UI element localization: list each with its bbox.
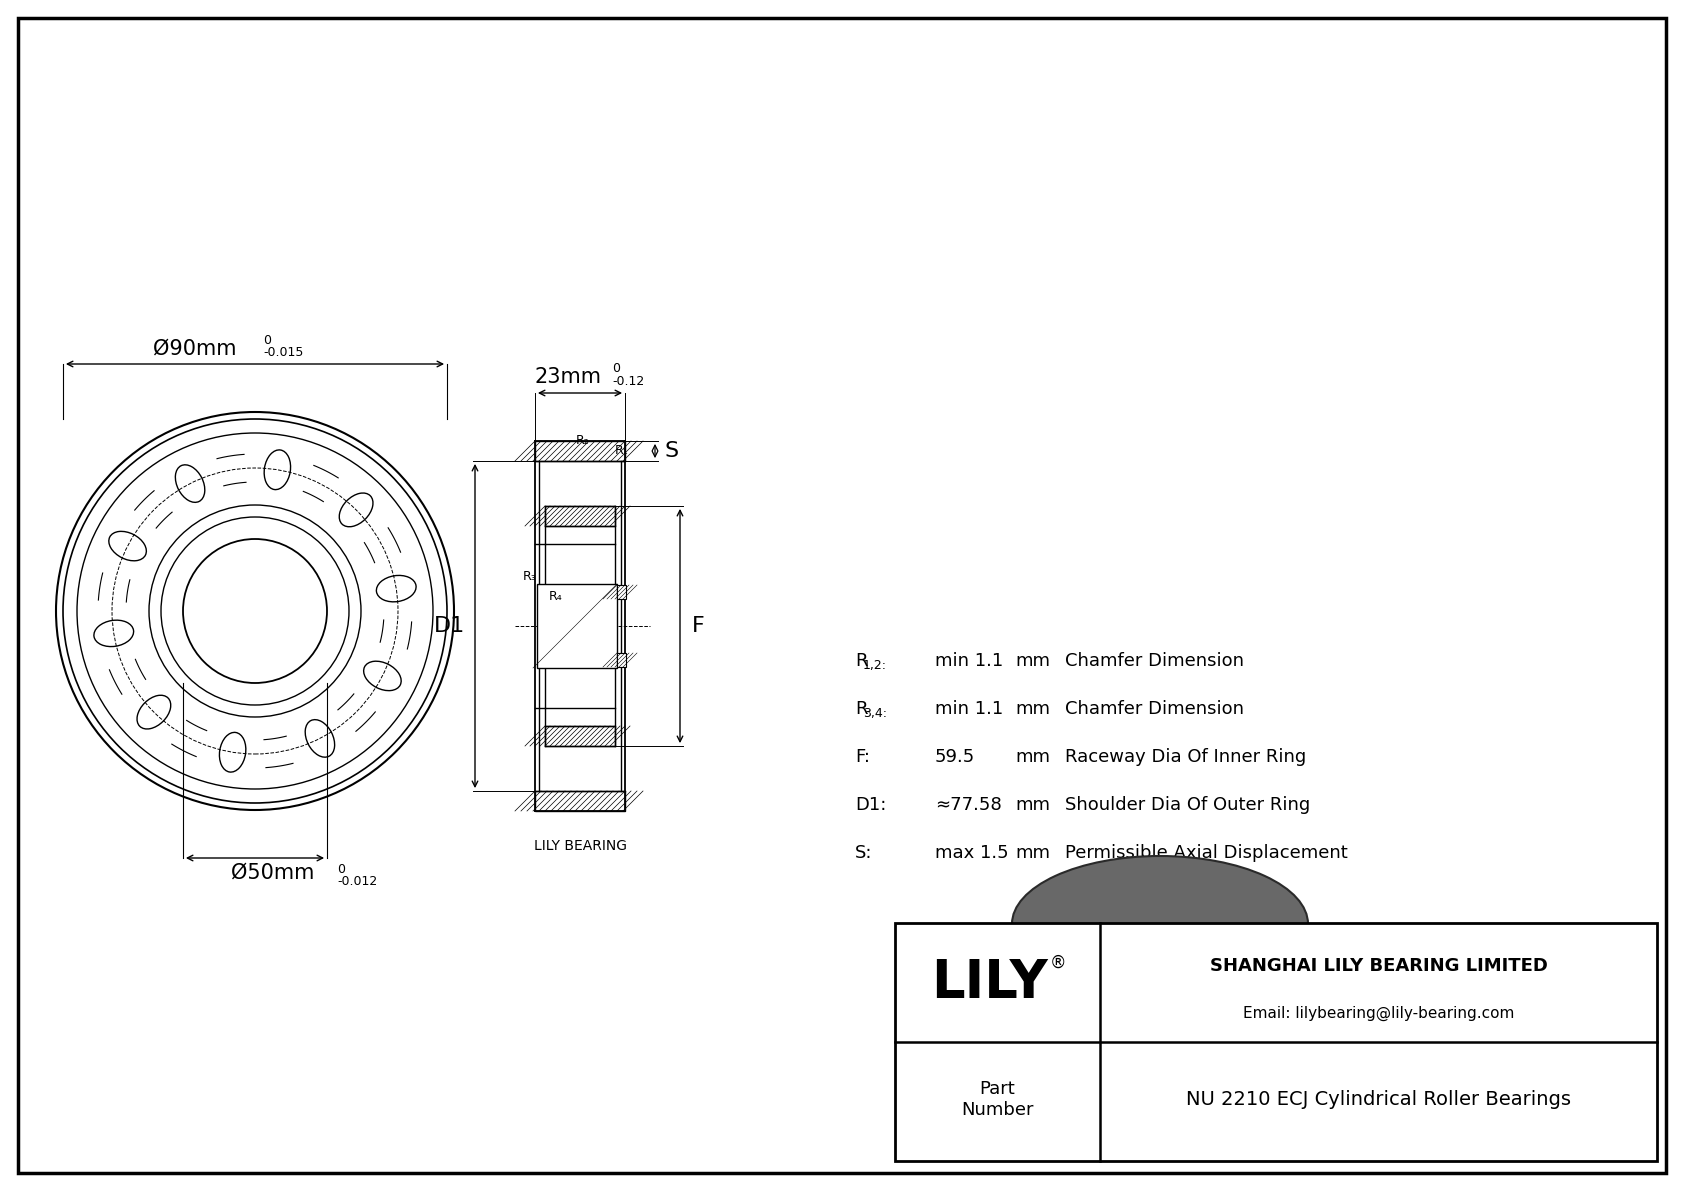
Text: NU 2210 ECJ Cylindrical Roller Bearings: NU 2210 ECJ Cylindrical Roller Bearings: [1186, 1090, 1571, 1109]
Text: ≈77.58: ≈77.58: [935, 796, 1002, 813]
Text: mm: mm: [1015, 748, 1051, 766]
Text: 0: 0: [611, 362, 620, 375]
Text: max 1.5: max 1.5: [935, 844, 1009, 862]
Text: D1: D1: [434, 616, 465, 636]
Ellipse shape: [1110, 1045, 1128, 1053]
Text: R₁: R₁: [615, 444, 628, 457]
Text: min 1.1: min 1.1: [935, 651, 1004, 671]
Text: 0: 0: [337, 863, 345, 877]
Text: Ø50mm: Ø50mm: [231, 863, 315, 883]
Bar: [537, 584, 616, 668]
Ellipse shape: [1229, 949, 1248, 958]
Text: -0.12: -0.12: [611, 375, 645, 388]
Text: Chamfer Dimension: Chamfer Dimension: [1064, 651, 1244, 671]
Text: S:: S:: [855, 844, 872, 862]
Text: Ø90mm: Ø90mm: [153, 339, 237, 358]
Bar: [546, 727, 615, 746]
Text: S: S: [665, 441, 679, 461]
Text: R: R: [855, 700, 867, 718]
Ellipse shape: [1106, 972, 1212, 1021]
Text: R: R: [855, 651, 867, 671]
Ellipse shape: [1064, 952, 1256, 1040]
Bar: [546, 506, 615, 526]
Bar: [536, 791, 625, 811]
Text: 0: 0: [263, 333, 271, 347]
Ellipse shape: [1106, 972, 1212, 1021]
Ellipse shape: [1032, 983, 1049, 991]
Text: SHANGHAI LILY BEARING LIMITED: SHANGHAI LILY BEARING LIMITED: [1209, 956, 1548, 975]
Text: mm: mm: [1015, 651, 1051, 671]
Text: Raceway Dia Of Inner Ring: Raceway Dia Of Inner Ring: [1064, 748, 1307, 766]
Text: Email: lilybearing@lily-bearing.com: Email: lilybearing@lily-bearing.com: [1243, 1006, 1514, 1021]
Text: -0.012: -0.012: [337, 875, 377, 888]
Bar: [894, 923, 1657, 1161]
Text: LILY: LILY: [931, 956, 1047, 1009]
Text: 1,2:: 1,2:: [862, 659, 887, 672]
Text: Part
Number: Part Number: [962, 1080, 1034, 1118]
Text: F:: F:: [855, 748, 871, 766]
Text: Permissible Axial Displacement: Permissible Axial Displacement: [1064, 844, 1347, 862]
Text: F: F: [692, 616, 704, 636]
Text: mm: mm: [1015, 700, 1051, 718]
Text: R₂: R₂: [576, 434, 589, 447]
Text: Chamfer Dimension: Chamfer Dimension: [1064, 700, 1244, 718]
Text: D1:: D1:: [855, 796, 886, 813]
Text: R₃: R₃: [524, 569, 537, 582]
Ellipse shape: [1073, 949, 1091, 958]
Text: Shoulder Dia Of Outer Ring: Shoulder Dia Of Outer Ring: [1064, 796, 1310, 813]
Ellipse shape: [1046, 1019, 1064, 1028]
Text: LILY BEARING: LILY BEARING: [534, 838, 626, 853]
Ellipse shape: [1012, 928, 1308, 1064]
Ellipse shape: [1150, 936, 1169, 944]
Polygon shape: [1012, 924, 1308, 996]
Text: mm: mm: [1015, 844, 1051, 862]
Ellipse shape: [1192, 1045, 1211, 1053]
Ellipse shape: [1270, 983, 1288, 991]
Text: mm: mm: [1015, 796, 1051, 813]
Bar: [536, 441, 625, 461]
Text: R₄: R₄: [549, 590, 562, 603]
Text: -0.015: -0.015: [263, 347, 303, 358]
Bar: [616, 585, 626, 599]
Bar: [616, 653, 626, 667]
Text: 59.5: 59.5: [935, 748, 975, 766]
Text: ®: ®: [1049, 954, 1066, 972]
Text: 23mm: 23mm: [534, 367, 601, 387]
Ellipse shape: [1256, 1019, 1275, 1028]
Text: min 1.1: min 1.1: [935, 700, 1004, 718]
Ellipse shape: [1012, 856, 1308, 992]
Text: 3,4:: 3,4:: [862, 706, 887, 719]
Ellipse shape: [1086, 992, 1160, 1027]
